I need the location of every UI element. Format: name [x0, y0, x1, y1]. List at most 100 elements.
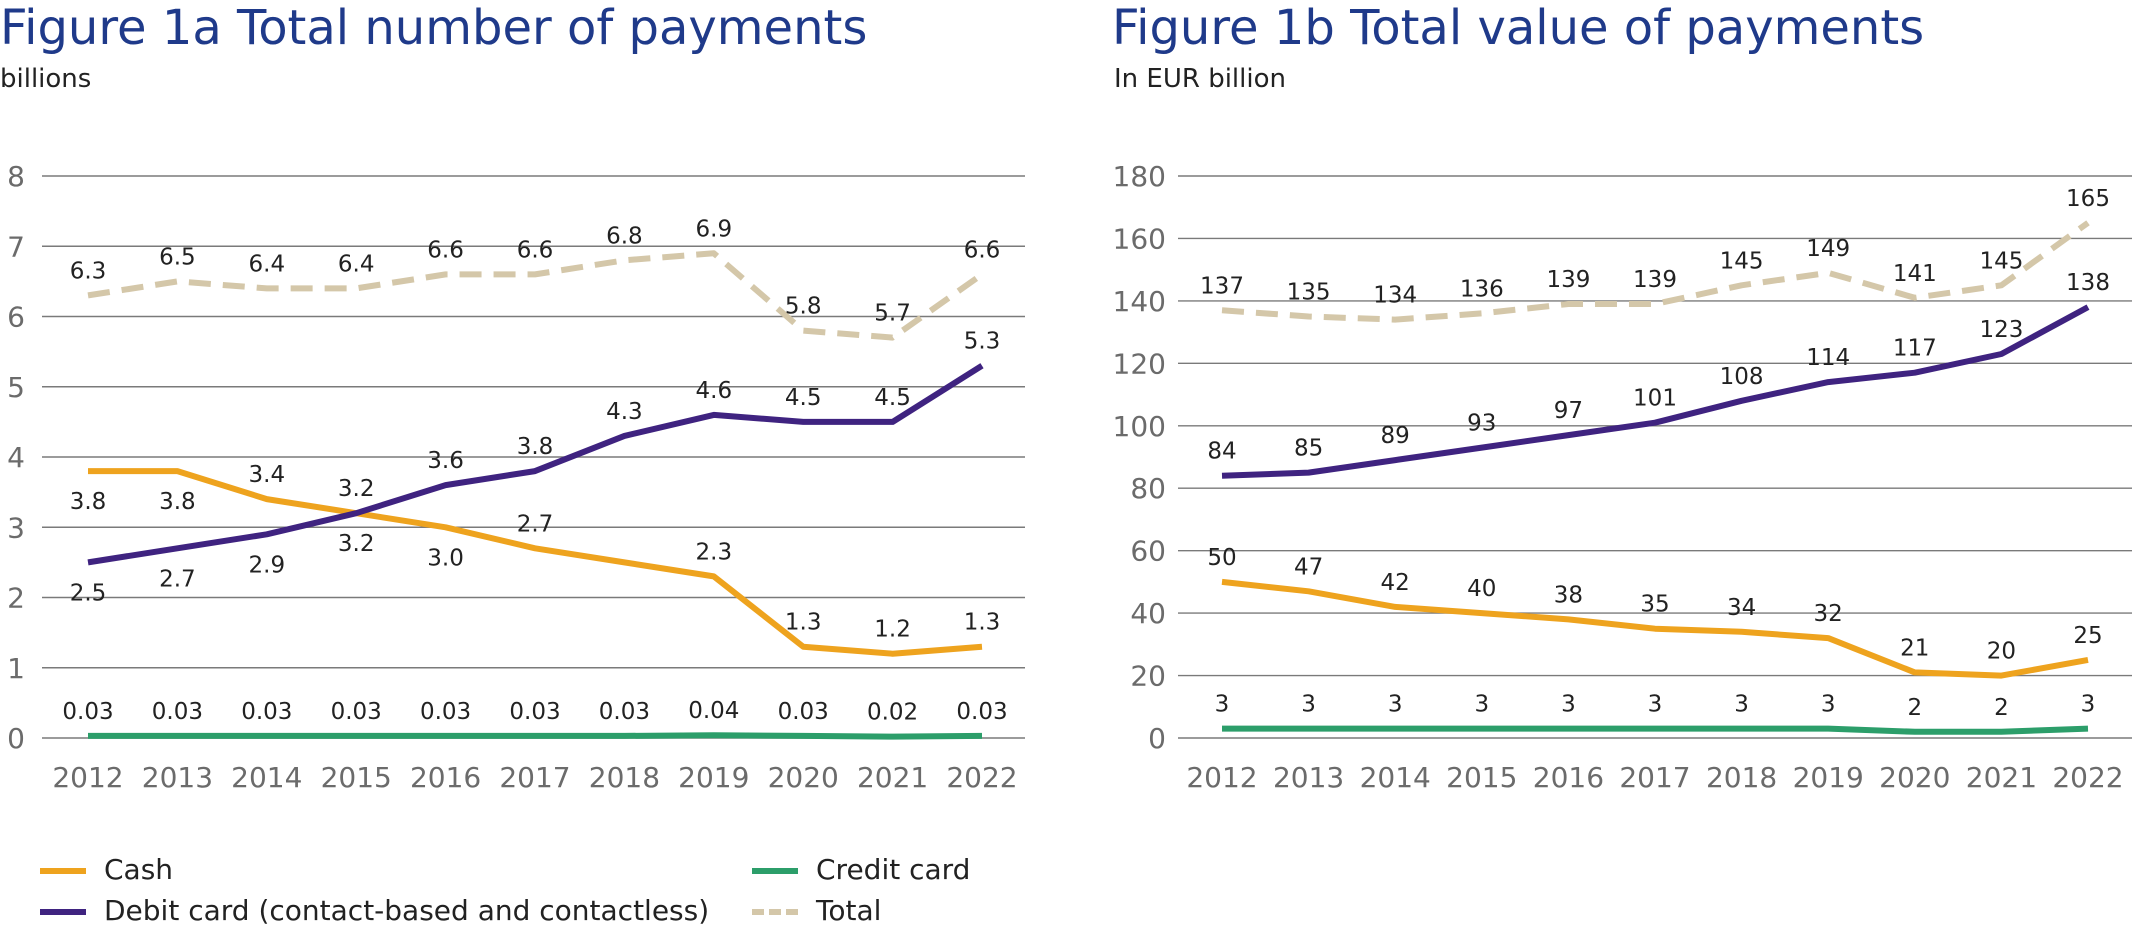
chart-a-data-label-debit: 5.3 [964, 329, 1001, 355]
chart-a-data-label-credit: 0.03 [420, 699, 471, 725]
chart-b-data-label-total: 149 [1806, 236, 1850, 262]
chart-a-data-label-total: 6.8 [606, 223, 643, 249]
chart-a-y-tick-label: 2 [7, 582, 25, 615]
chart-a-data-label-total: 6.9 [696, 216, 733, 242]
chart-a-x-tick-label: 2022 [946, 761, 1017, 794]
chart-a-x-tick-label: 2014 [231, 761, 302, 794]
chart-a-data-label-credit: 0.02 [867, 700, 918, 726]
chart-b-x-tick-label: 2012 [1186, 761, 1257, 794]
chart-b-y-tick-label: 180 [1113, 160, 1166, 193]
chart-a-data-label-debit: 2.7 [159, 566, 196, 592]
chart-b-x-tick-label: 2022 [2052, 761, 2123, 794]
chart-a-y-tick-label: 1 [7, 652, 25, 685]
legend-swatch-cash [40, 868, 86, 874]
chart-b-data-label-cash: 32 [1814, 601, 1843, 627]
chart-b-y-tick-label: 140 [1113, 285, 1166, 318]
chart-b-data-label-debit: 84 [1207, 439, 1236, 465]
chart-b-data-label-debit: 89 [1381, 423, 1410, 449]
chart-b-data-label-cash: 20 [1987, 639, 2016, 665]
chart-b-data-label-credit: 3 [1734, 692, 1749, 718]
chart-b-data-label-total: 145 [1720, 248, 1764, 274]
chart-b-data-label-total: 135 [1287, 280, 1331, 306]
chart-a-data-label-credit: 0.03 [509, 699, 560, 725]
chart-a-data-label-debit: 4.5 [874, 385, 911, 411]
chart-a-series-line-total [87, 250, 984, 341]
chart-a-data-label-total: 6.3 [70, 258, 107, 284]
chart-a-y-tick-label: 7 [7, 230, 25, 263]
chart-a-data-label-debit: 3.2 [338, 531, 375, 557]
chart-b-data-label-cash: 38 [1554, 582, 1583, 608]
chart-a-data-label-cash: 1.3 [964, 610, 1001, 636]
chart-b-x-tick-label: 2017 [1619, 761, 1690, 794]
chart-a-data-label-total: 6.5 [159, 244, 196, 270]
legend-item-debit-card: Debit card (contact-based and contactles… [40, 894, 709, 927]
legend-item-credit-card: Credit card [752, 853, 970, 886]
chart-a-data-label-credit: 0.03 [331, 699, 382, 725]
chart-a-unit-label: billions [0, 64, 92, 94]
chart-b-x-tick-label: 2015 [1446, 761, 1517, 794]
chart-a-series-line-cash [88, 468, 983, 657]
chart-b-data-label-total: 141 [1893, 261, 1937, 287]
chart-a-data-label-total: 6.6 [517, 237, 554, 263]
chart-a-x-tick-label: 2012 [52, 761, 123, 794]
chart-a-data-label-credit: 0.03 [778, 699, 829, 725]
chart-b-data-label-cash: 21 [1900, 635, 1929, 661]
chart-a-data-label-debit: 4.6 [696, 378, 733, 404]
chart-b-data-label-debit: 123 [1979, 317, 2023, 343]
chart-b-data-label-credit: 3 [1388, 692, 1403, 718]
chart-b-data-label-debit: 114 [1806, 345, 1850, 371]
chart-a-data-label-cash: 2.7 [517, 511, 554, 537]
chart-b-x-tick-label: 2014 [1360, 761, 1431, 794]
chart-b-data-label-credit: 2 [1994, 695, 2009, 721]
chart-b-data-label-total: 137 [1200, 273, 1244, 299]
chart-b-x-tick-label: 2019 [1793, 761, 1864, 794]
chart-b-data-label-cash: 47 [1294, 554, 1323, 580]
chart-b-data-label-cash: 35 [1640, 592, 1669, 618]
chart-a-data-label-cash: 3.4 [249, 462, 286, 488]
chart-a-y-tick-label: 4 [7, 441, 25, 474]
chart-a-series-line-debit [87, 363, 984, 566]
chart-a-data-label-credit: 0.03 [956, 699, 1007, 725]
chart-a-data-label-cash: 1.2 [874, 617, 911, 643]
chart-a-data-label-credit: 0.03 [241, 699, 292, 725]
chart-a-data-label-cash: 3.8 [70, 489, 107, 515]
chart-b-y-tick-label: 60 [1130, 535, 1166, 568]
chart-a-data-label-debit: 3.6 [427, 448, 464, 474]
chart-b-data-label-total: 134 [1373, 283, 1417, 309]
chart-a-x-tick-label: 2020 [768, 761, 839, 794]
chart-a-data-label-cash: 1.3 [785, 610, 822, 636]
chart-b-data-label-cash: 25 [2073, 623, 2102, 649]
chart-a-title: Figure 1a Total number of payments [0, 0, 868, 56]
chart-a-data-label-cash: 3.2 [338, 476, 375, 502]
chart-b-data-label-credit: 2 [1907, 695, 1922, 721]
chart-b-y-tick-label: 160 [1113, 222, 1166, 255]
legend-swatch-debit-card [40, 909, 86, 915]
chart-b-y-tick-label: 100 [1113, 410, 1166, 443]
chart-b-x-tick-label: 2020 [1879, 761, 1950, 794]
legend-label-credit-card: Credit card [816, 853, 971, 886]
legend-swatch-credit-card [752, 868, 798, 874]
chart-b-data-label-debit: 101 [1633, 386, 1677, 412]
chart-a-y-tick-label: 5 [7, 371, 25, 404]
chart-a-data-label-cash: 3.8 [159, 489, 196, 515]
chart-b-data-label-total: 136 [1460, 276, 1504, 302]
chart-b-data-label-total: 139 [1546, 267, 1590, 293]
chart-a-data-label-credit: 0.03 [599, 699, 650, 725]
chart-b-data-label-cash: 50 [1207, 545, 1236, 571]
chart-b-data-label-debit: 138 [2066, 270, 2110, 296]
chart-a-data-label-total: 6.4 [338, 251, 375, 277]
chart-a-x-tick-label: 2017 [499, 761, 570, 794]
chart-a-data-label-total: 6.4 [249, 251, 286, 277]
chart-b-data-label-total: 145 [1979, 248, 2023, 274]
chart-b-x-tick-label: 2018 [1706, 761, 1777, 794]
chart-a-data-label-debit: 2.5 [70, 580, 107, 606]
chart-a-data-label-credit: 0.03 [152, 699, 203, 725]
chart-a-data-label-total: 6.6 [427, 237, 464, 263]
chart-b-x-tick-label: 2013 [1273, 761, 1344, 794]
chart-a-x-tick-label: 2015 [321, 761, 392, 794]
chart-b-data-label-cash: 42 [1381, 570, 1410, 596]
chart-b-data-label-credit: 3 [1474, 692, 1489, 718]
chart-b-data-label-credit: 3 [1301, 692, 1316, 718]
chart-b-y-tick-label: 120 [1113, 347, 1166, 380]
chart-b-series-line-total [1221, 220, 2090, 323]
